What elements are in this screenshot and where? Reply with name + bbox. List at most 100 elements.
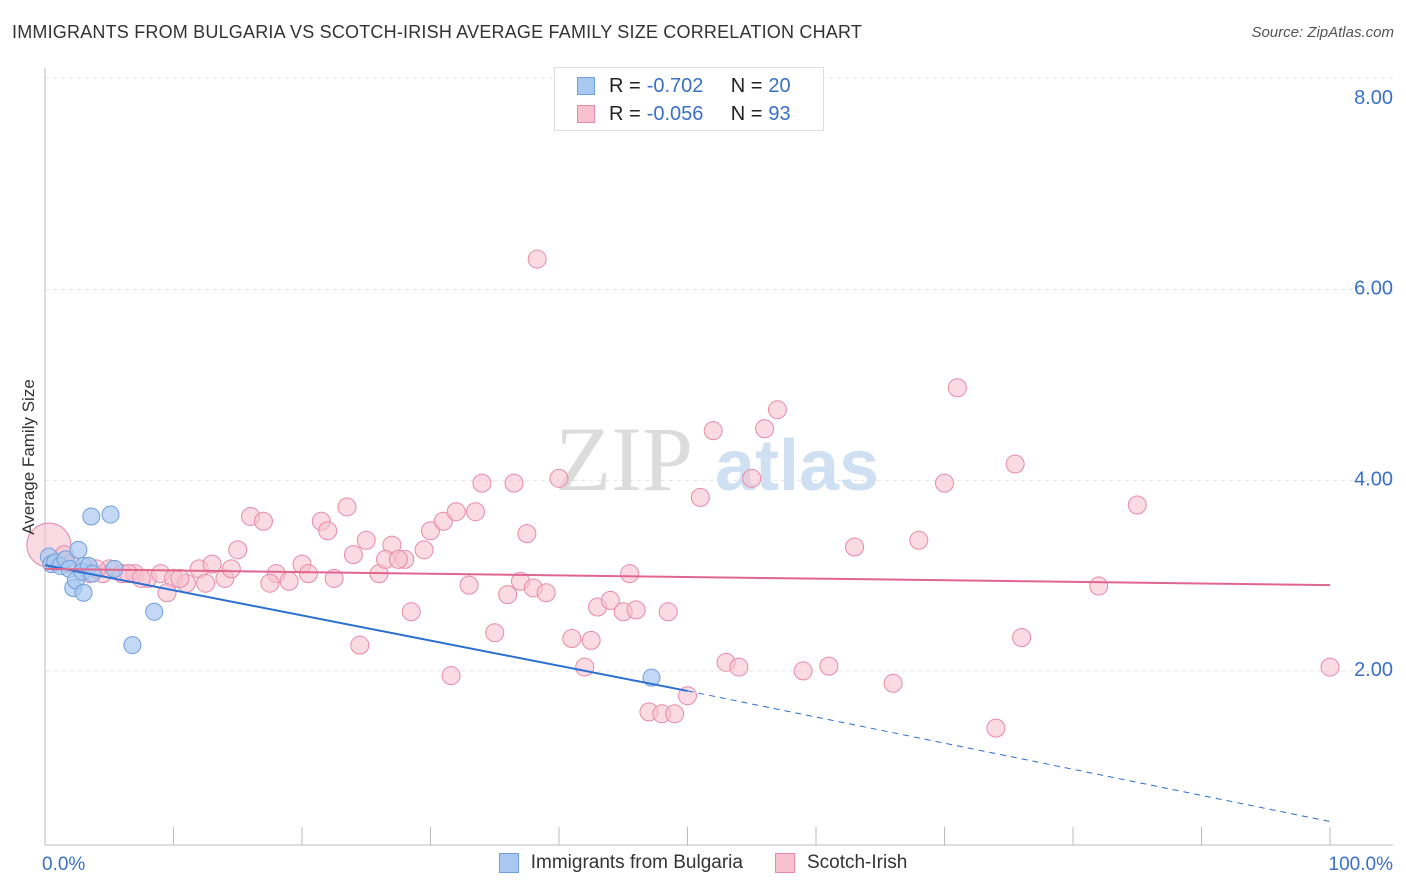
data-point [74,583,93,602]
data-point [388,549,408,569]
data-point [337,497,357,517]
data-point [446,502,466,522]
data-point [600,590,620,610]
data-point [324,568,344,588]
legend-swatch-scotch-irish [774,853,795,873]
x-tick-label: 100.0% [1329,854,1394,875]
data-point [279,571,299,591]
legend-swatch-bulgaria [498,853,519,873]
data-point [658,602,678,622]
data-point [228,540,248,560]
scotch-irish-swatch [577,105,595,123]
data-point [742,468,762,488]
data-point [485,623,505,643]
trend-line-scotch-irish [44,567,1331,587]
data-point [421,521,440,541]
data-point [665,704,685,724]
data-point [196,573,216,593]
legend-label-scotch-irish: Scotch-Irish [806,852,908,873]
axes [44,68,1393,846]
stats-row-bulgaria: R = -0.702 N = 20 [577,72,791,100]
y-tick-label: 6.00 [1354,278,1393,300]
grid-lines [45,77,1393,672]
x-tick-label: 0.0% [42,854,85,875]
data-point [465,502,485,522]
data-point [221,559,241,579]
data-point [883,673,903,693]
watermark-zip: ZIP [555,408,693,510]
trend-lines [44,564,1331,823]
data-point [82,507,101,526]
chart-source: Source: ZipAtlas.com [1251,24,1394,41]
r-value: -0.702 [646,74,704,97]
data-point [678,686,697,706]
data-point [253,511,273,531]
n-label: N = [730,74,763,97]
data-point [414,540,434,560]
data-point [401,602,421,622]
data-point [620,564,640,584]
data-point [260,573,280,593]
data-point [170,568,190,588]
data-point [1012,628,1032,648]
data-point [703,421,723,441]
legend-label-bulgaria: Immigrants from Bulgaria [530,852,743,873]
chart-legend: Immigrants from Bulgaria Scotch-Irish [0,852,1406,874]
r-value: -0.056 [646,102,704,125]
tick-labels: 2.00 4.00 6.00 8.00 0.0% 100.0% [42,87,1393,875]
chart-title: IMMIGRANTS FROM BULGARIA VS SCOTCH-IRISH… [12,22,863,42]
data-point [581,630,601,650]
data-point [504,473,524,493]
r-label: R = [609,102,641,125]
data-point [350,635,370,655]
data-point [202,554,222,574]
data-point [767,400,787,420]
data-point [1320,657,1340,677]
watermark-atlas: atlas [715,426,879,506]
r-label: R = [609,74,641,97]
data-point [356,530,376,550]
data-point [536,583,556,603]
correlation-stats-box: R = -0.702 N = 20 R = -0.056 N = 93 [554,67,824,131]
data-point [935,473,954,493]
legend-item-scotch-irish[interactable]: Scotch-Irish [774,852,908,874]
data-point [517,524,537,544]
data-point [472,473,492,493]
data-point [318,521,338,541]
data-point [298,564,318,584]
data-point [642,668,661,687]
y-axis-label: Average Family Size [19,379,38,535]
data-point [729,657,749,677]
data-point [549,468,569,488]
y-tick-label: 8.00 [1354,87,1393,109]
data-point [343,545,363,565]
data-point [690,487,710,507]
data-point [845,537,865,557]
data-point [626,600,646,620]
n-value: 20 [768,74,791,97]
series-bulgaria [39,505,661,687]
data-point [562,628,582,648]
data-point [527,249,547,269]
data-point [793,661,813,681]
n-label: N = [730,102,763,125]
data-point [986,718,1006,738]
data-point [1005,454,1025,474]
legend-item-bulgaria[interactable]: Immigrants from Bulgaria [498,852,743,874]
data-point [1127,495,1147,515]
n-value: 93 [768,102,791,125]
data-point [575,657,595,677]
data-point [441,666,461,686]
data-point [157,583,177,603]
data-point [433,511,453,531]
watermark: ZIP atlas [555,408,879,510]
data-point [1089,576,1109,596]
data-point [145,602,164,621]
data-point [498,585,518,605]
data-point [459,575,479,595]
trend-line-bulgaria [44,564,688,692]
y-tick-label: 4.00 [1354,468,1393,490]
y-tick-label: 2.00 [1354,659,1393,681]
data-point [819,656,839,676]
